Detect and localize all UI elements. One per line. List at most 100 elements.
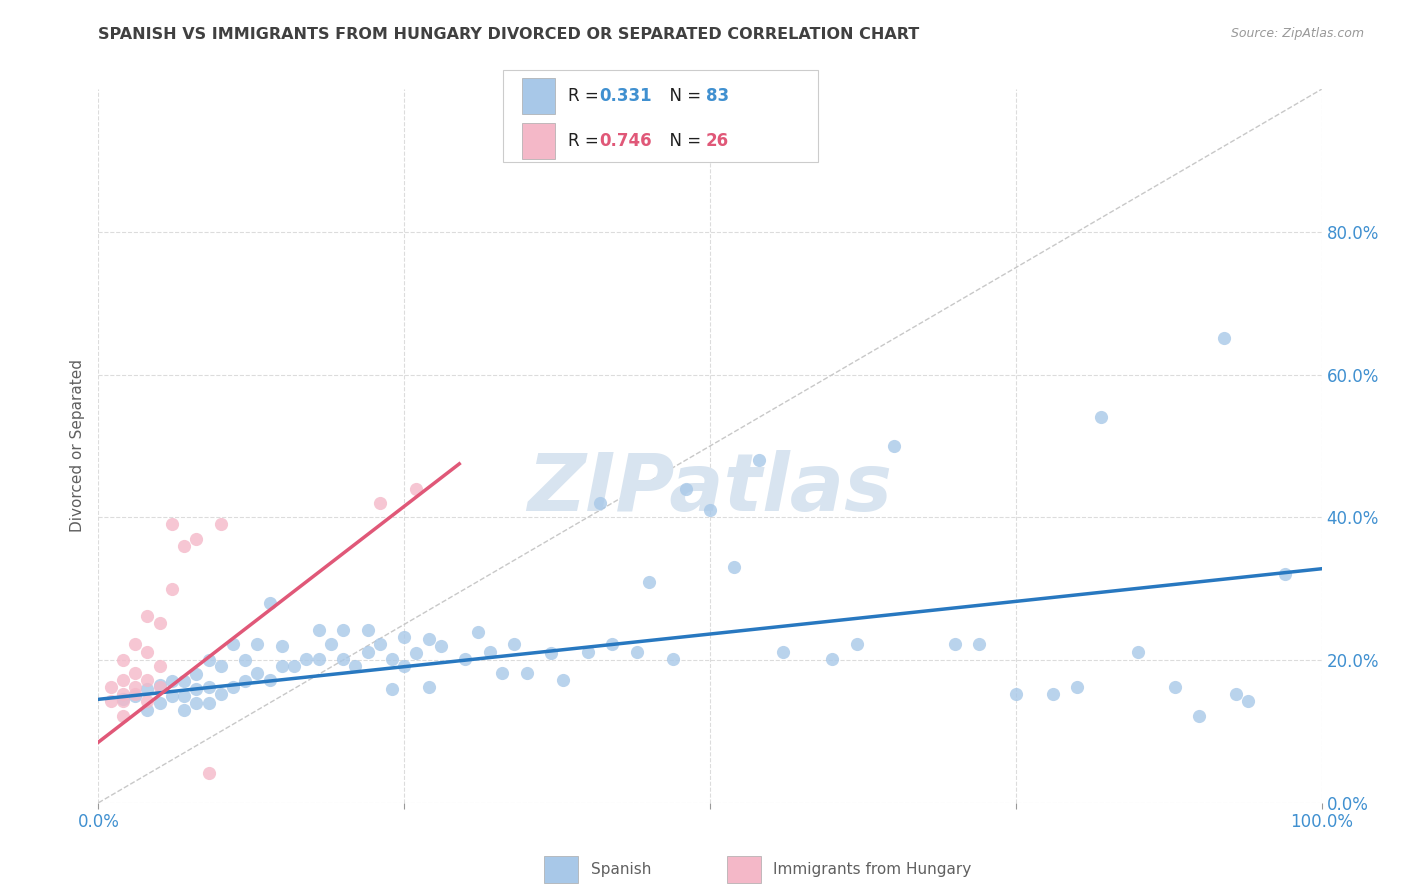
Point [160, 689, 183, 703]
Point [821, 651, 844, 665]
Point [149, 658, 172, 673]
Text: N =: N = [659, 132, 707, 150]
Point [173, 703, 195, 717]
Point [1090, 410, 1112, 425]
Point [576, 644, 599, 658]
Text: ZIPatlas: ZIPatlas [527, 450, 893, 528]
Point [197, 653, 219, 667]
Point [772, 644, 794, 658]
Point [491, 665, 513, 680]
Point [149, 680, 172, 694]
Point [967, 637, 990, 651]
Point [308, 623, 330, 637]
Point [1188, 708, 1211, 723]
Point [699, 503, 721, 517]
Point [1212, 330, 1234, 344]
Point [356, 623, 378, 637]
Point [111, 653, 134, 667]
Point [136, 681, 159, 696]
Point [209, 517, 232, 532]
Text: Source: ZipAtlas.com: Source: ZipAtlas.com [1230, 27, 1364, 40]
Point [259, 596, 281, 610]
Text: 0.746: 0.746 [599, 132, 651, 150]
Point [332, 651, 354, 665]
Point [478, 644, 501, 658]
Text: Immigrants from Hungary: Immigrants from Hungary [773, 863, 972, 877]
Point [319, 637, 342, 651]
Point [222, 680, 245, 694]
Point [626, 644, 648, 658]
Text: 26: 26 [706, 132, 728, 150]
Point [149, 696, 172, 710]
Point [111, 692, 134, 706]
Point [209, 687, 232, 701]
Point [111, 694, 134, 708]
Point [356, 644, 378, 658]
Point [748, 453, 770, 467]
Point [100, 680, 122, 694]
Point [344, 658, 367, 673]
Point [186, 532, 208, 546]
Point [136, 673, 159, 687]
Point [883, 439, 905, 453]
Point [197, 765, 219, 780]
Point [1128, 644, 1150, 658]
Point [246, 665, 269, 680]
Point [515, 665, 537, 680]
Point [246, 637, 269, 651]
Point [160, 674, 183, 689]
Point [295, 651, 318, 665]
Text: 83: 83 [706, 87, 728, 105]
Point [723, 560, 745, 574]
Point [454, 651, 477, 665]
Point [675, 482, 697, 496]
Point [638, 574, 661, 589]
Point [1237, 694, 1260, 708]
Point [270, 639, 294, 653]
Text: Spanish: Spanish [591, 863, 651, 877]
Point [1274, 567, 1296, 582]
Point [430, 639, 453, 653]
Point [381, 681, 404, 696]
Point [392, 630, 416, 644]
Point [124, 689, 146, 703]
Y-axis label: Divorced or Separated: Divorced or Separated [70, 359, 86, 533]
Text: R =: R = [568, 132, 605, 150]
Point [418, 632, 440, 646]
Point [209, 658, 232, 673]
Point [111, 687, 134, 701]
Point [467, 624, 489, 639]
Point [259, 673, 281, 687]
Point [136, 608, 159, 623]
Point [149, 615, 172, 630]
Point [111, 673, 134, 687]
Point [381, 651, 404, 665]
Point [600, 637, 623, 651]
Point [405, 482, 427, 496]
Point [186, 696, 208, 710]
Point [124, 665, 146, 680]
Point [111, 708, 134, 723]
Point [124, 680, 146, 694]
Point [136, 703, 159, 717]
Point [943, 637, 966, 651]
Text: R =: R = [568, 87, 605, 105]
Point [160, 582, 183, 596]
Point [160, 517, 183, 532]
Point [149, 678, 172, 692]
Text: 0.331: 0.331 [599, 87, 651, 105]
Point [197, 680, 219, 694]
Point [540, 646, 562, 660]
Point [418, 680, 440, 694]
Point [332, 623, 354, 637]
Point [124, 687, 146, 701]
Point [136, 694, 159, 708]
Text: SPANISH VS IMMIGRANTS FROM HUNGARY DIVORCED OR SEPARATED CORRELATION CHART: SPANISH VS IMMIGRANTS FROM HUNGARY DIVOR… [98, 27, 920, 42]
Point [222, 637, 245, 651]
Point [233, 653, 256, 667]
Point [392, 658, 416, 673]
Point [197, 696, 219, 710]
Point [1066, 680, 1088, 694]
Point [1004, 687, 1026, 701]
Point [845, 637, 868, 651]
